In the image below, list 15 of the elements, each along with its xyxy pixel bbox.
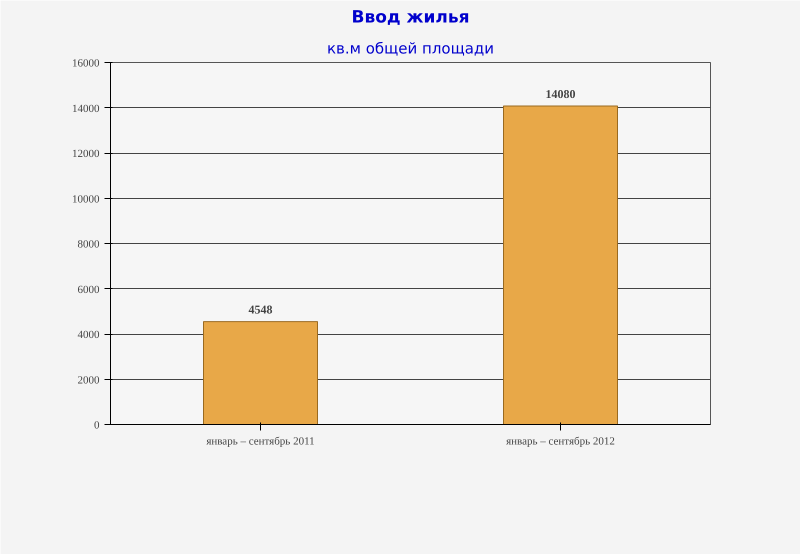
y-tick-label: 8000 — [78, 238, 100, 250]
y-tick-label: 4000 — [78, 329, 100, 341]
data-label: 14080 — [546, 86, 576, 101]
y-tick-label: 14000 — [72, 102, 100, 115]
y-tick-label: 2000 — [78, 374, 100, 386]
chart-title: Ввод жилья — [352, 8, 470, 28]
y-tick-label: 10000 — [72, 193, 100, 206]
y-tick-label: 12000 — [72, 148, 100, 160]
data-label: 4548 — [248, 302, 272, 317]
x-tick-label: январь – сентябрь 2011 — [206, 436, 315, 448]
chart-subtitle: кв.м общей площади — [326, 40, 494, 58]
y-tick-label: 6000 — [78, 284, 100, 296]
y-tick-label: 0 — [94, 420, 100, 432]
x-tick-label: январь – сентябрь 2012 — [506, 436, 615, 448]
y-tick-label: 16000 — [72, 58, 100, 70]
